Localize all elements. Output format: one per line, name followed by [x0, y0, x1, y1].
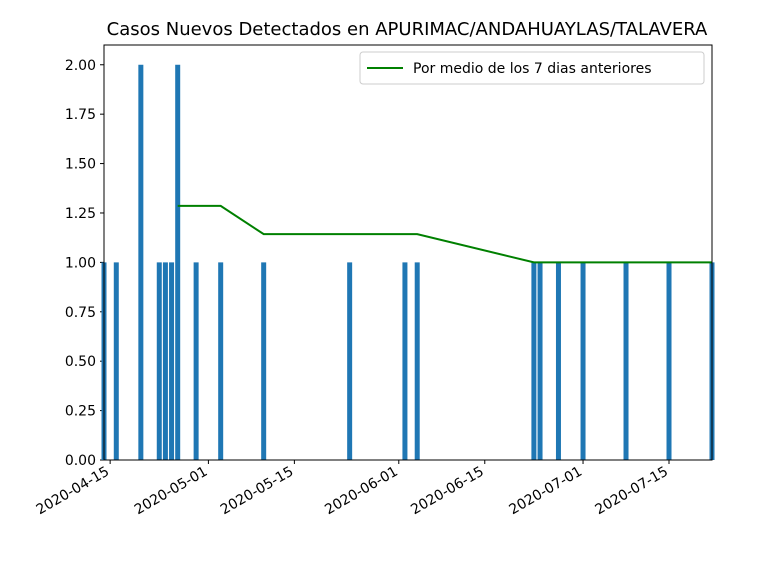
bar — [580, 262, 586, 460]
bar — [162, 262, 168, 460]
x-tick-label: 2020-06-15 — [408, 464, 486, 519]
y-tick-label: 1.25 — [65, 206, 96, 222]
bar — [666, 262, 672, 460]
y-tick-label: 1.50 — [65, 157, 96, 173]
bar — [113, 262, 119, 460]
y-tick-label: 2.00 — [65, 58, 96, 74]
x-tick-label: 2020-05-01 — [132, 464, 210, 519]
line-series — [177, 204, 712, 264]
bar — [169, 262, 175, 460]
legend-box — [359, 51, 705, 85]
bar — [623, 262, 629, 460]
bar — [347, 262, 353, 460]
y-tick-label: 0.50 — [65, 354, 96, 370]
bar — [537, 262, 543, 460]
bar — [138, 64, 144, 460]
x-tick-label: 2020-05-15 — [218, 464, 296, 519]
y-tick-label: 0.25 — [65, 404, 96, 420]
bar — [261, 262, 267, 460]
chart-title: Casos Nuevos Detectados en APURIMAC/ANDA… — [107, 19, 708, 40]
x-axis: 2020-04-15 2020-05-01 2020-05-15 2020-06-01… — [34, 460, 671, 518]
x-tick-label: 2020-07-01 — [507, 464, 585, 519]
y-axis: 0.00 0.25 0.50 0.75 1.00 1.25 1.50 1.75 2.00 — [65, 58, 104, 469]
bar — [218, 262, 224, 460]
bar — [414, 262, 420, 460]
bar — [402, 262, 408, 460]
x-tick-label: 2020-04-15 — [34, 464, 112, 519]
bar — [193, 262, 199, 460]
y-tick-label: 0.00 — [65, 453, 96, 469]
y-tick-label: 0.75 — [65, 305, 96, 321]
y-tick-label: 1.00 — [65, 255, 96, 271]
line-series-path — [177, 204, 712, 264]
plot-frame — [103, 44, 713, 461]
y-tick-label: 1.75 — [65, 107, 96, 123]
bar — [156, 262, 162, 460]
legend-label: Por medio de los 7 dias anteriores — [413, 61, 652, 77]
bar — [175, 64, 181, 460]
x-tick-label: 2020-07-15 — [593, 464, 671, 519]
bar — [555, 262, 561, 460]
legend: Por medio de los 7 dias anteriores — [359, 51, 705, 85]
bar — [531, 262, 537, 460]
x-tick-label: 2020-06-01 — [322, 464, 400, 519]
